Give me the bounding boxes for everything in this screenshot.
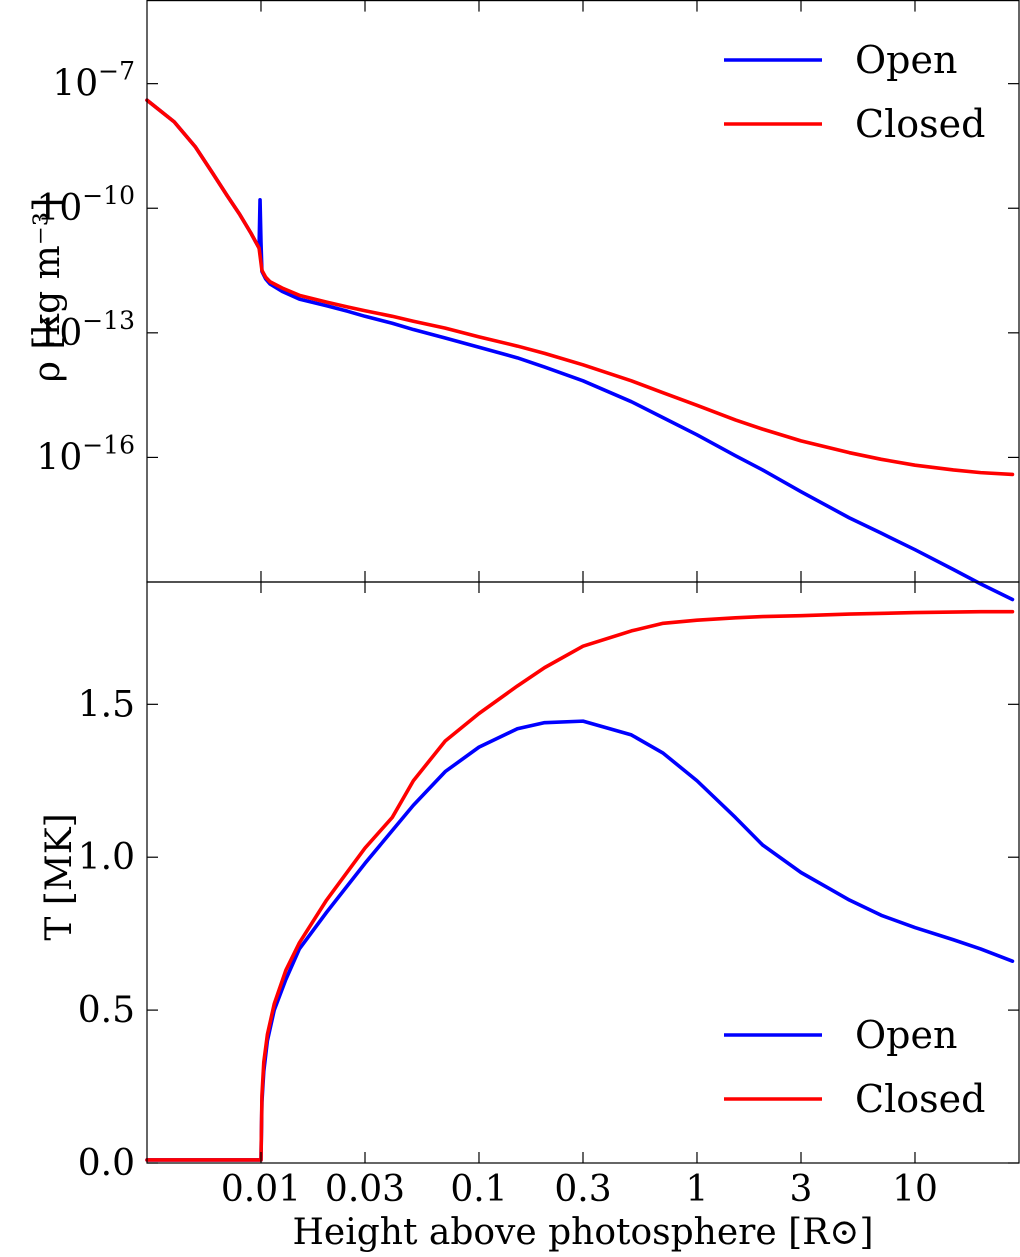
x-tick-label: 0.01 [221, 1169, 301, 1210]
top-panel: 10−7 10−10 10−13 10−16 ρ [kg m⁻³] Open Close… [27, 0, 1020, 602]
top-tick-group [147, 0, 1019, 582]
top-plot-frame [146, 0, 1020, 583]
bottom-panel: 0.0 0.5 1.0 1.5 0.01 0.03 0.1 0.3 1 3 10 T [MK] H… [39, 581, 1020, 1253]
bottom-x-tick-labels: 0.01 0.03 0.1 0.3 1 3 10 [221, 1169, 938, 1210]
x-tick-label: 0.3 [554, 1169, 611, 1210]
bottom-y-tick-labels: 0.0 0.5 1.0 1.5 [78, 684, 135, 1184]
top-legend-label-closed: Closed [855, 102, 985, 146]
top-legend: Open Closed [724, 38, 985, 146]
top-series-closed-line [145, 98, 1015, 477]
bottom-legend: Open Closed [724, 1013, 985, 1121]
top-y-axis-label: ρ [kg m⁻³] [27, 198, 68, 383]
top-y-tick-label: 10−13 [36, 306, 135, 354]
x-tick-label: 1 [686, 1169, 709, 1210]
top-series-group [145, 98, 1015, 602]
bottom-y-axis-label: T [MK] [39, 813, 80, 940]
bottom-series-closed-line [145, 609, 1015, 1162]
bottom-legend-label-open: Open [855, 1013, 957, 1057]
bottom-plot-frame [146, 581, 1020, 1164]
top-y-tick-label: 10−10 [36, 181, 135, 229]
bottom-legend-label-closed: Closed [855, 1077, 985, 1121]
bottom-y-tick-label: 0.5 [78, 990, 135, 1031]
bottom-series-group [145, 609, 1015, 1162]
top-legend-label-open: Open [855, 38, 957, 82]
bottom-tick-group [147, 582, 1019, 1164]
top-y-tick-label: 10−16 [36, 430, 135, 478]
x-tick-label: 10 [892, 1169, 938, 1210]
x-tick-label: 3 [790, 1169, 813, 1210]
top-series-open-line [145, 98, 1015, 602]
x-axis-label: Height above photosphere [R⊙] [293, 1212, 874, 1253]
x-tick-label: 0.1 [450, 1169, 507, 1210]
bottom-y-tick-label: 1.0 [78, 837, 135, 878]
top-y-tick-labels: 10−7 10−10 10−13 10−16 [36, 57, 135, 479]
bottom-y-tick-label: 1.5 [78, 684, 135, 725]
x-tick-label: 0.03 [325, 1169, 405, 1210]
bottom-y-tick-label: 0.0 [78, 1143, 135, 1184]
top-y-tick-label: 10−7 [52, 57, 135, 105]
